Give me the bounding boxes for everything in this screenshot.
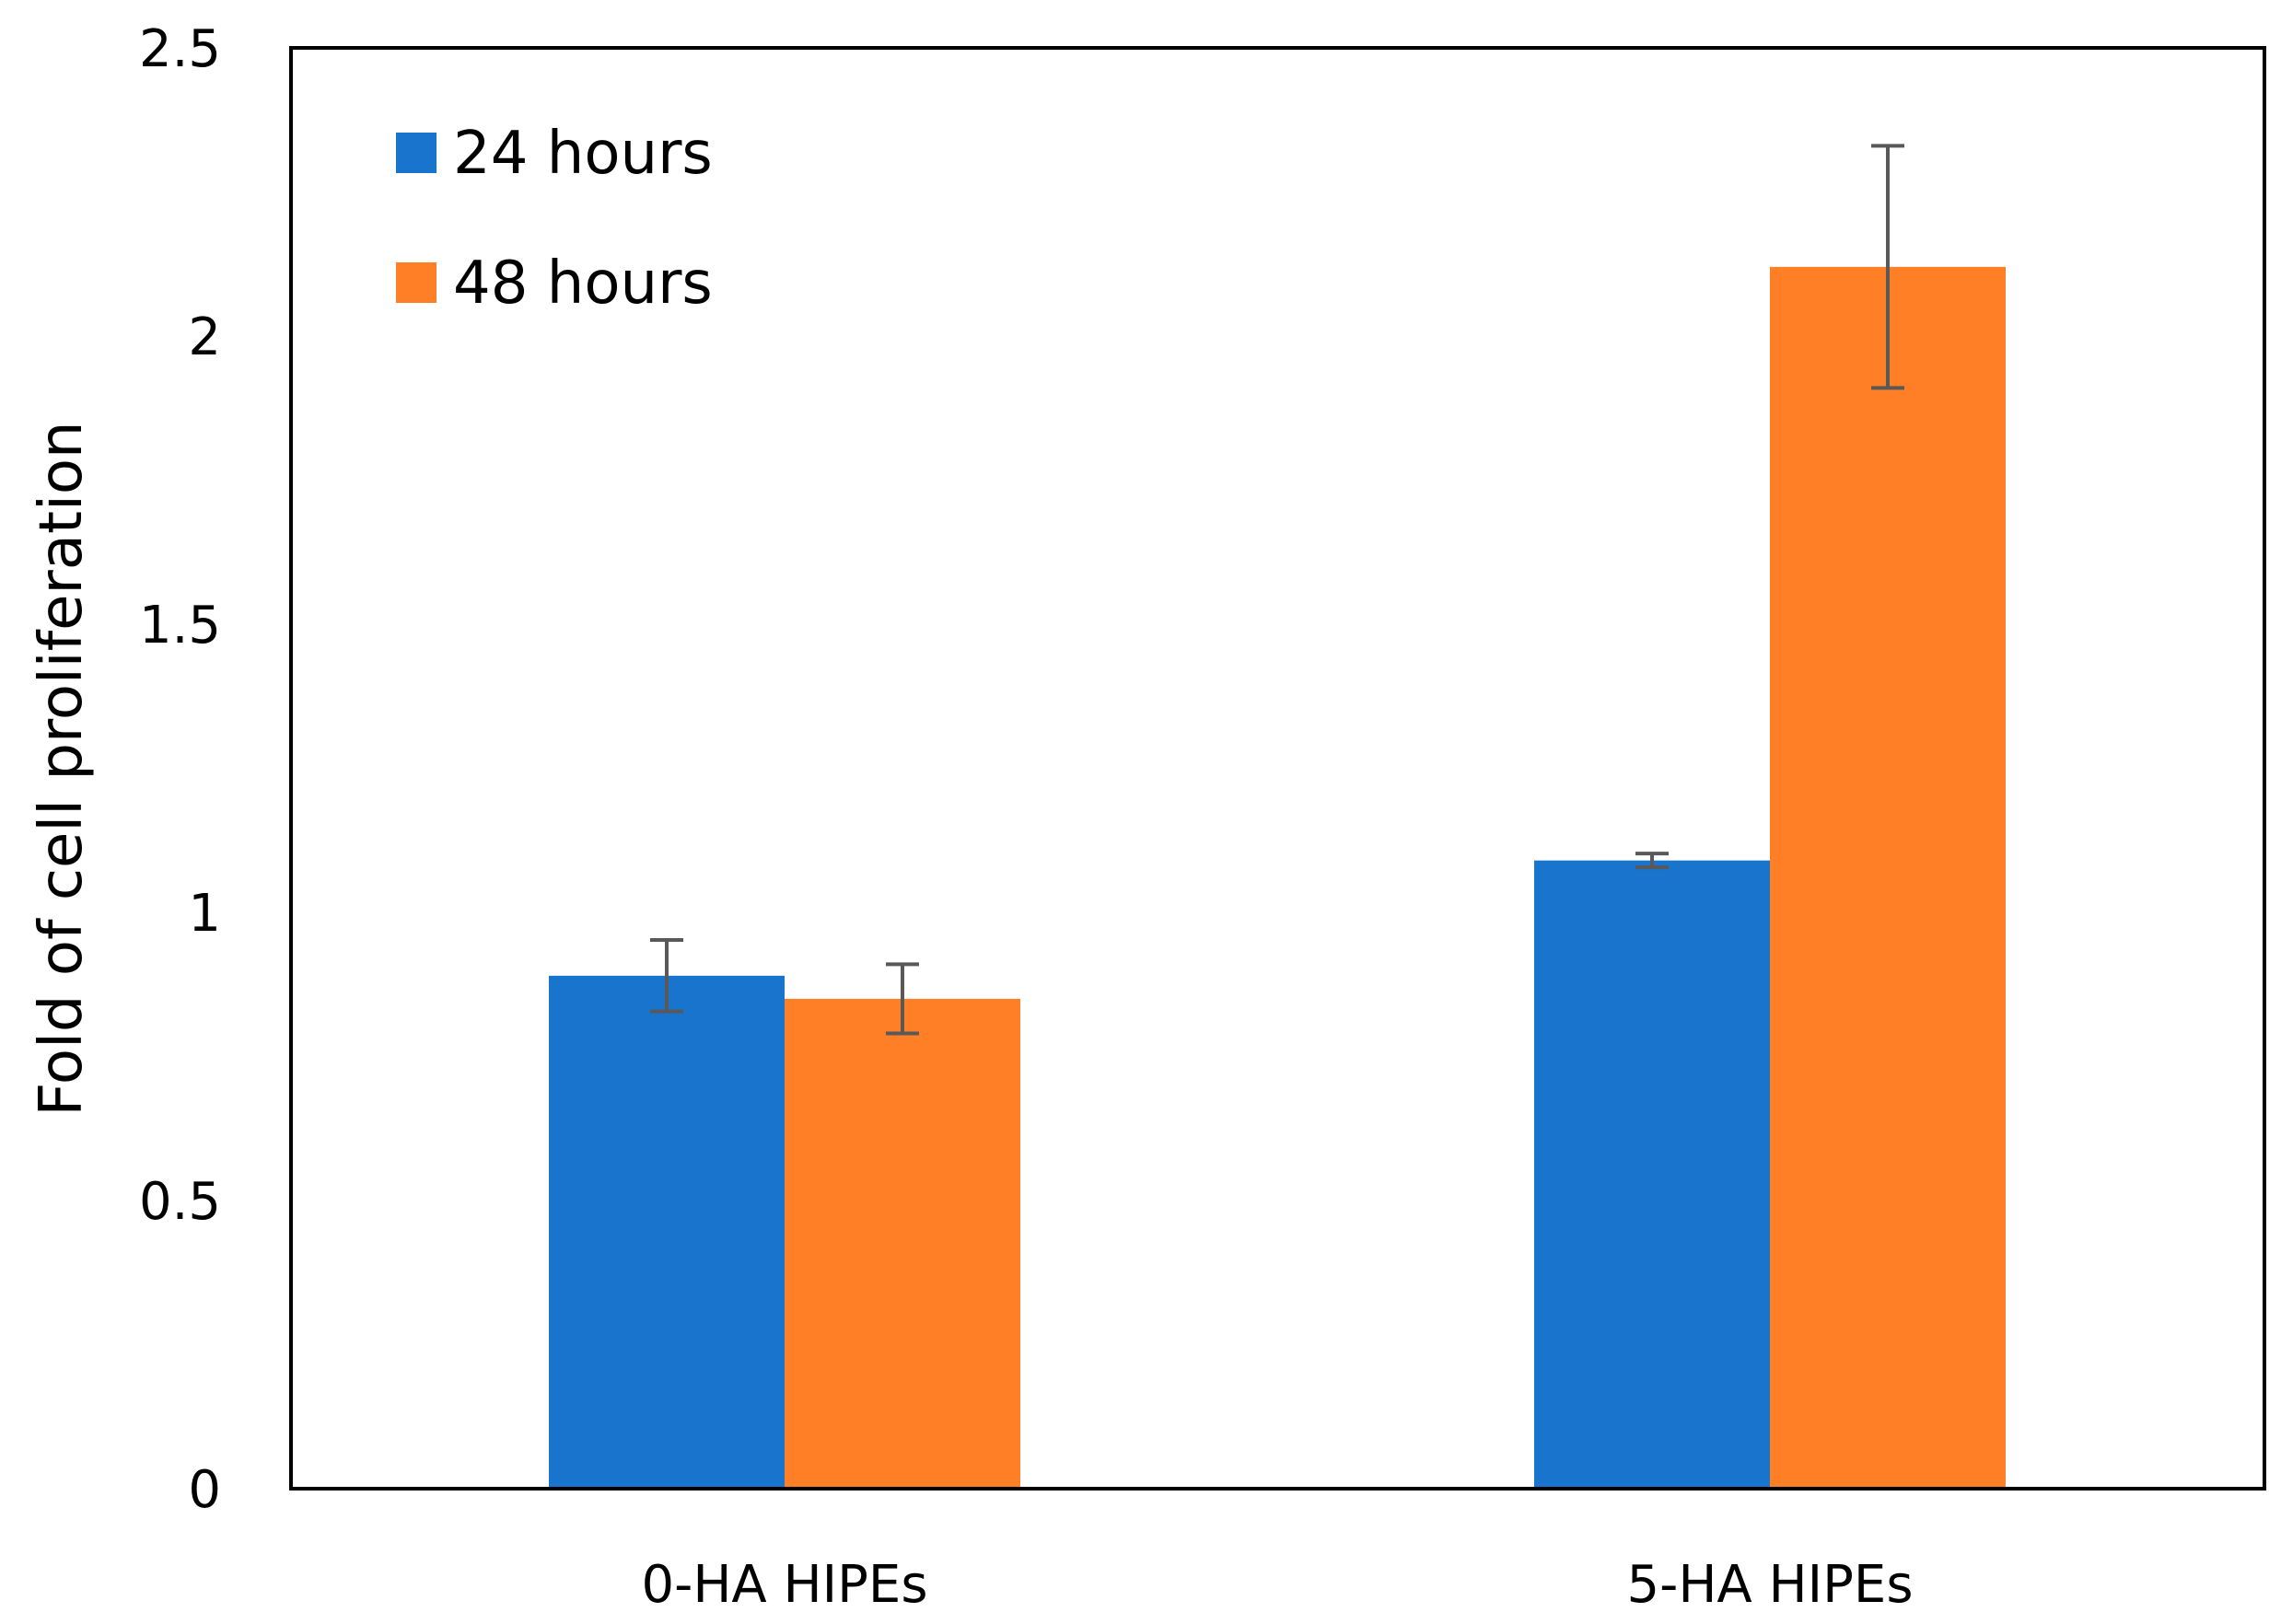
error-bar <box>650 938 683 1014</box>
bar-24-hours-5-HA-HIPEs <box>1534 860 1770 1489</box>
plot-area-frame <box>289 46 2266 1491</box>
legend-swatch-48-hours <box>396 262 436 303</box>
error-bar <box>1635 852 1669 870</box>
x-tick-label: 0-HA HIPEs <box>641 1555 927 1615</box>
bar-48-hours-0-HA-HIPEs <box>785 998 1020 1489</box>
x-axis-labels: 0-HA HIPEs 5-HA HIPEs <box>641 1555 1913 1615</box>
bars-group <box>549 266 2006 1489</box>
y-tick-label: 1.5 <box>139 596 221 655</box>
y-tick-label: 2 <box>188 307 221 367</box>
y-tick-label: 2.5 <box>139 19 221 79</box>
y-tick-label: 0 <box>188 1460 221 1520</box>
legend-label-24-hours: 24 hours <box>453 120 713 188</box>
y-tick-label: 1 <box>188 884 221 944</box>
legend-swatch-24-hours <box>396 133 436 173</box>
error-bars-group <box>650 144 1904 1036</box>
legend-label-48-hours: 48 hours <box>453 249 713 318</box>
x-tick-label: 5-HA HIPEs <box>1626 1555 1913 1615</box>
error-bar <box>1871 144 1904 390</box>
legend: 24 hours 48 hours <box>396 120 713 318</box>
bar-48-hours-5-HA-HIPEs <box>1770 266 2006 1489</box>
y-axis-ticks: 0 0.5 1 1.5 2 2.5 <box>139 19 221 1520</box>
error-bar <box>886 962 919 1036</box>
y-axis-title: Fold of cell proliferation <box>28 421 96 1116</box>
y-tick-label: 0.5 <box>139 1172 221 1232</box>
bar-24-hours-0-HA-HIPEs <box>549 975 785 1489</box>
